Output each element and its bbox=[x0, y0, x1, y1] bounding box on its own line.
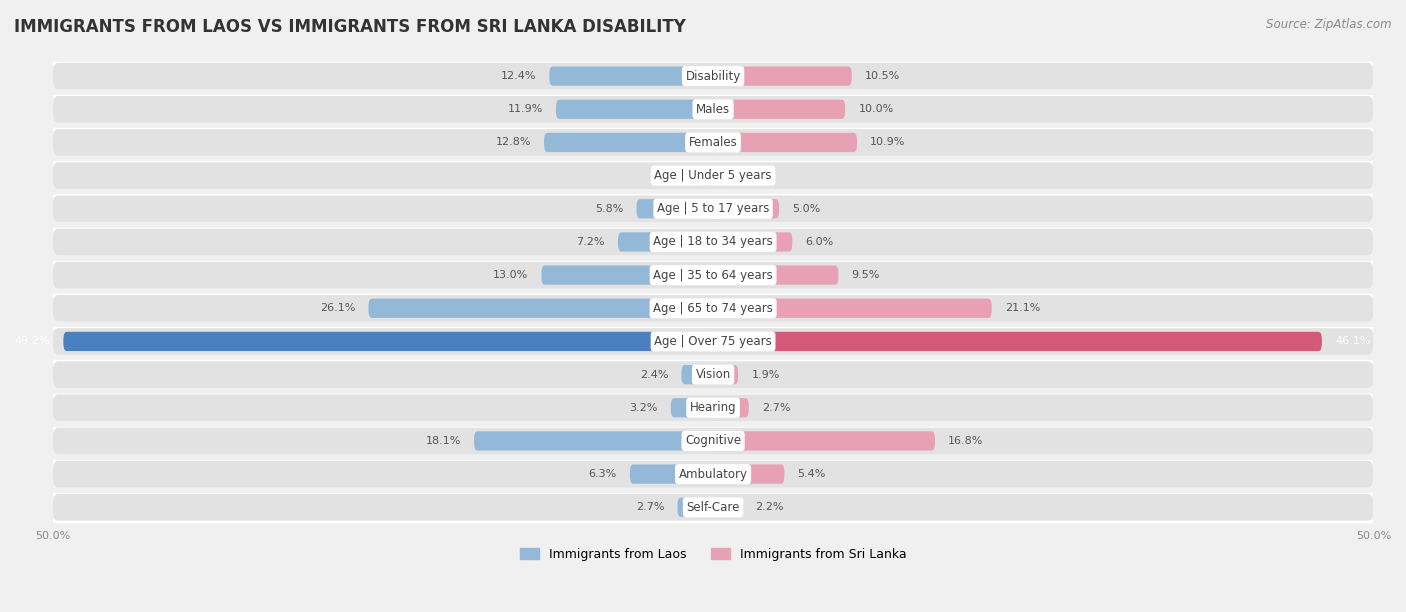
Text: Source: ZipAtlas.com: Source: ZipAtlas.com bbox=[1267, 18, 1392, 31]
FancyBboxPatch shape bbox=[474, 431, 713, 450]
Text: 5.0%: 5.0% bbox=[793, 204, 821, 214]
FancyBboxPatch shape bbox=[713, 365, 738, 384]
FancyBboxPatch shape bbox=[619, 233, 713, 252]
Text: 16.8%: 16.8% bbox=[948, 436, 984, 446]
Text: Age | Under 5 years: Age | Under 5 years bbox=[654, 169, 772, 182]
FancyBboxPatch shape bbox=[53, 229, 1374, 255]
Text: 3.2%: 3.2% bbox=[630, 403, 658, 412]
FancyBboxPatch shape bbox=[555, 100, 713, 119]
FancyBboxPatch shape bbox=[713, 398, 749, 417]
Text: Age | 65 to 74 years: Age | 65 to 74 years bbox=[654, 302, 773, 315]
FancyBboxPatch shape bbox=[53, 195, 1374, 222]
FancyBboxPatch shape bbox=[713, 431, 935, 450]
Text: 12.4%: 12.4% bbox=[501, 71, 536, 81]
FancyBboxPatch shape bbox=[630, 465, 713, 483]
Text: 10.9%: 10.9% bbox=[870, 138, 905, 147]
FancyBboxPatch shape bbox=[53, 461, 1374, 487]
FancyBboxPatch shape bbox=[637, 199, 713, 218]
Text: 2.4%: 2.4% bbox=[640, 370, 668, 379]
Text: Cognitive: Cognitive bbox=[685, 435, 741, 447]
Text: 5.8%: 5.8% bbox=[595, 204, 623, 214]
Text: 12.8%: 12.8% bbox=[495, 138, 531, 147]
Text: 13.0%: 13.0% bbox=[494, 270, 529, 280]
FancyBboxPatch shape bbox=[713, 332, 1322, 351]
FancyBboxPatch shape bbox=[53, 395, 1374, 421]
FancyBboxPatch shape bbox=[713, 199, 779, 218]
FancyBboxPatch shape bbox=[53, 328, 1374, 355]
FancyBboxPatch shape bbox=[368, 299, 713, 318]
Text: 9.5%: 9.5% bbox=[852, 270, 880, 280]
Text: 18.1%: 18.1% bbox=[426, 436, 461, 446]
FancyBboxPatch shape bbox=[53, 361, 1374, 388]
FancyBboxPatch shape bbox=[678, 498, 713, 517]
FancyBboxPatch shape bbox=[53, 494, 1374, 521]
Text: Females: Females bbox=[689, 136, 738, 149]
Text: Hearing: Hearing bbox=[690, 401, 737, 414]
FancyBboxPatch shape bbox=[713, 299, 991, 318]
FancyBboxPatch shape bbox=[713, 133, 858, 152]
Text: 5.4%: 5.4% bbox=[797, 469, 825, 479]
Text: 10.5%: 10.5% bbox=[865, 71, 900, 81]
Text: Age | Over 75 years: Age | Over 75 years bbox=[654, 335, 772, 348]
FancyBboxPatch shape bbox=[713, 67, 852, 86]
Text: 49.2%: 49.2% bbox=[14, 337, 51, 346]
Text: Age | 18 to 34 years: Age | 18 to 34 years bbox=[654, 236, 773, 248]
FancyBboxPatch shape bbox=[53, 428, 1374, 454]
FancyBboxPatch shape bbox=[541, 266, 713, 285]
FancyBboxPatch shape bbox=[53, 63, 1374, 89]
FancyBboxPatch shape bbox=[713, 498, 742, 517]
FancyBboxPatch shape bbox=[53, 129, 1374, 155]
Text: Age | 35 to 64 years: Age | 35 to 64 years bbox=[654, 269, 773, 282]
FancyBboxPatch shape bbox=[713, 100, 845, 119]
Text: 6.0%: 6.0% bbox=[806, 237, 834, 247]
Text: 1.9%: 1.9% bbox=[751, 370, 780, 379]
Text: 10.0%: 10.0% bbox=[858, 104, 894, 114]
Text: Age | 5 to 17 years: Age | 5 to 17 years bbox=[657, 202, 769, 215]
Text: Disability: Disability bbox=[686, 70, 741, 83]
FancyBboxPatch shape bbox=[53, 295, 1374, 321]
Text: 7.2%: 7.2% bbox=[576, 237, 605, 247]
Legend: Immigrants from Laos, Immigrants from Sri Lanka: Immigrants from Laos, Immigrants from Sr… bbox=[515, 543, 911, 566]
Text: Ambulatory: Ambulatory bbox=[679, 468, 748, 480]
Text: 2.2%: 2.2% bbox=[755, 502, 785, 512]
Text: Vision: Vision bbox=[696, 368, 731, 381]
Text: 6.3%: 6.3% bbox=[589, 469, 617, 479]
Text: 1.3%: 1.3% bbox=[654, 171, 683, 181]
Text: 46.1%: 46.1% bbox=[1336, 337, 1371, 346]
FancyBboxPatch shape bbox=[53, 162, 1374, 189]
FancyBboxPatch shape bbox=[63, 332, 713, 351]
FancyBboxPatch shape bbox=[713, 166, 728, 185]
FancyBboxPatch shape bbox=[53, 262, 1374, 288]
Text: 1.1%: 1.1% bbox=[741, 171, 769, 181]
FancyBboxPatch shape bbox=[682, 365, 713, 384]
Text: IMMIGRANTS FROM LAOS VS IMMIGRANTS FROM SRI LANKA DISABILITY: IMMIGRANTS FROM LAOS VS IMMIGRANTS FROM … bbox=[14, 18, 686, 36]
FancyBboxPatch shape bbox=[696, 166, 713, 185]
Text: 11.9%: 11.9% bbox=[508, 104, 543, 114]
FancyBboxPatch shape bbox=[550, 67, 713, 86]
FancyBboxPatch shape bbox=[53, 96, 1374, 122]
FancyBboxPatch shape bbox=[713, 266, 838, 285]
Text: Self-Care: Self-Care bbox=[686, 501, 740, 514]
Text: Males: Males bbox=[696, 103, 730, 116]
Text: 21.1%: 21.1% bbox=[1005, 304, 1040, 313]
Text: 2.7%: 2.7% bbox=[762, 403, 790, 412]
FancyBboxPatch shape bbox=[713, 465, 785, 483]
FancyBboxPatch shape bbox=[671, 398, 713, 417]
FancyBboxPatch shape bbox=[544, 133, 713, 152]
Text: 26.1%: 26.1% bbox=[319, 304, 356, 313]
Text: 2.7%: 2.7% bbox=[636, 502, 664, 512]
FancyBboxPatch shape bbox=[713, 233, 793, 252]
